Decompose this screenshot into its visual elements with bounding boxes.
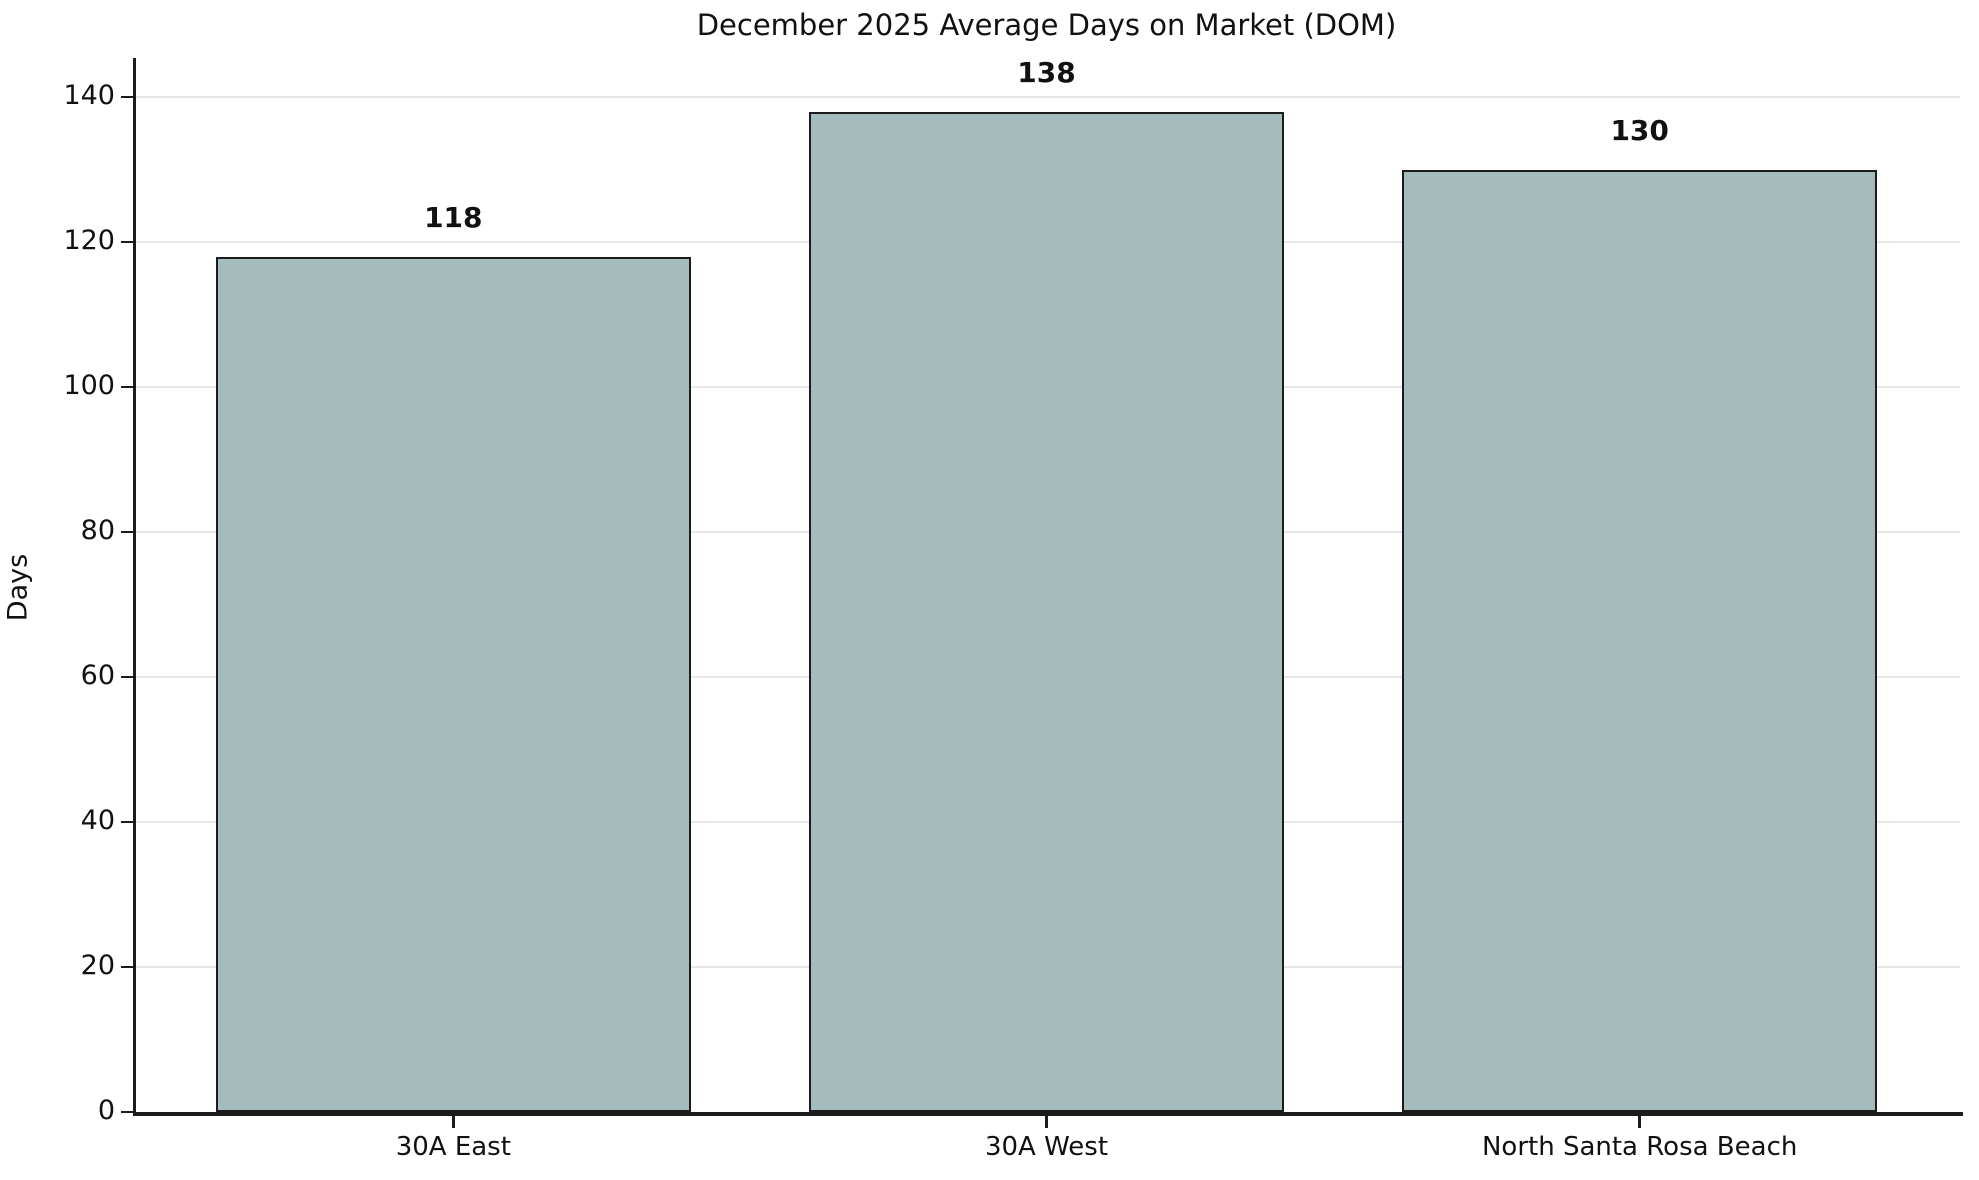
y-tick-mark: [121, 240, 133, 244]
y-tick-mark: [121, 820, 133, 824]
grid-line: [133, 96, 1960, 98]
y-tick-label: 80: [80, 515, 115, 546]
x-axis-spine: [133, 1112, 1963, 1116]
x-tick-label: North Santa Rosa Beach: [1481, 1132, 1798, 1162]
x-tick-mark: [1045, 1115, 1048, 1128]
y-tick-mark: [121, 530, 133, 534]
y-tick-mark: [121, 385, 133, 389]
y-tick-label: 60: [80, 660, 115, 691]
x-tick-label: 30A West: [984, 1132, 1109, 1162]
y-axis-label: Days: [2, 553, 34, 622]
y-tick-label: 0: [97, 1095, 115, 1126]
bar: [1402, 169, 1877, 1112]
y-tick-label: 140: [63, 80, 115, 111]
bar: [809, 111, 1284, 1112]
chart-title: December 2025 Average Days on Market (DO…: [696, 8, 1397, 42]
x-tick-mark: [1638, 1115, 1641, 1128]
x-tick-label: 30A East: [395, 1132, 511, 1162]
y-tick-mark: [121, 965, 133, 969]
y-axis-spine: [133, 58, 136, 1115]
y-tick-mark: [121, 1110, 133, 1114]
x-tick-mark: [452, 1115, 455, 1128]
y-tick-label: 100: [63, 370, 115, 401]
y-tick-mark: [121, 95, 133, 99]
y-tick-label: 40: [80, 805, 115, 836]
y-tick-label: 120: [63, 225, 115, 256]
bar: [216, 256, 691, 1112]
bar-value-label: 130: [1610, 113, 1669, 147]
bar-value-label: 118: [424, 200, 483, 234]
bar-value-label: 138: [1017, 55, 1076, 89]
y-tick-label: 20: [80, 950, 115, 981]
y-tick-mark: [121, 675, 133, 679]
